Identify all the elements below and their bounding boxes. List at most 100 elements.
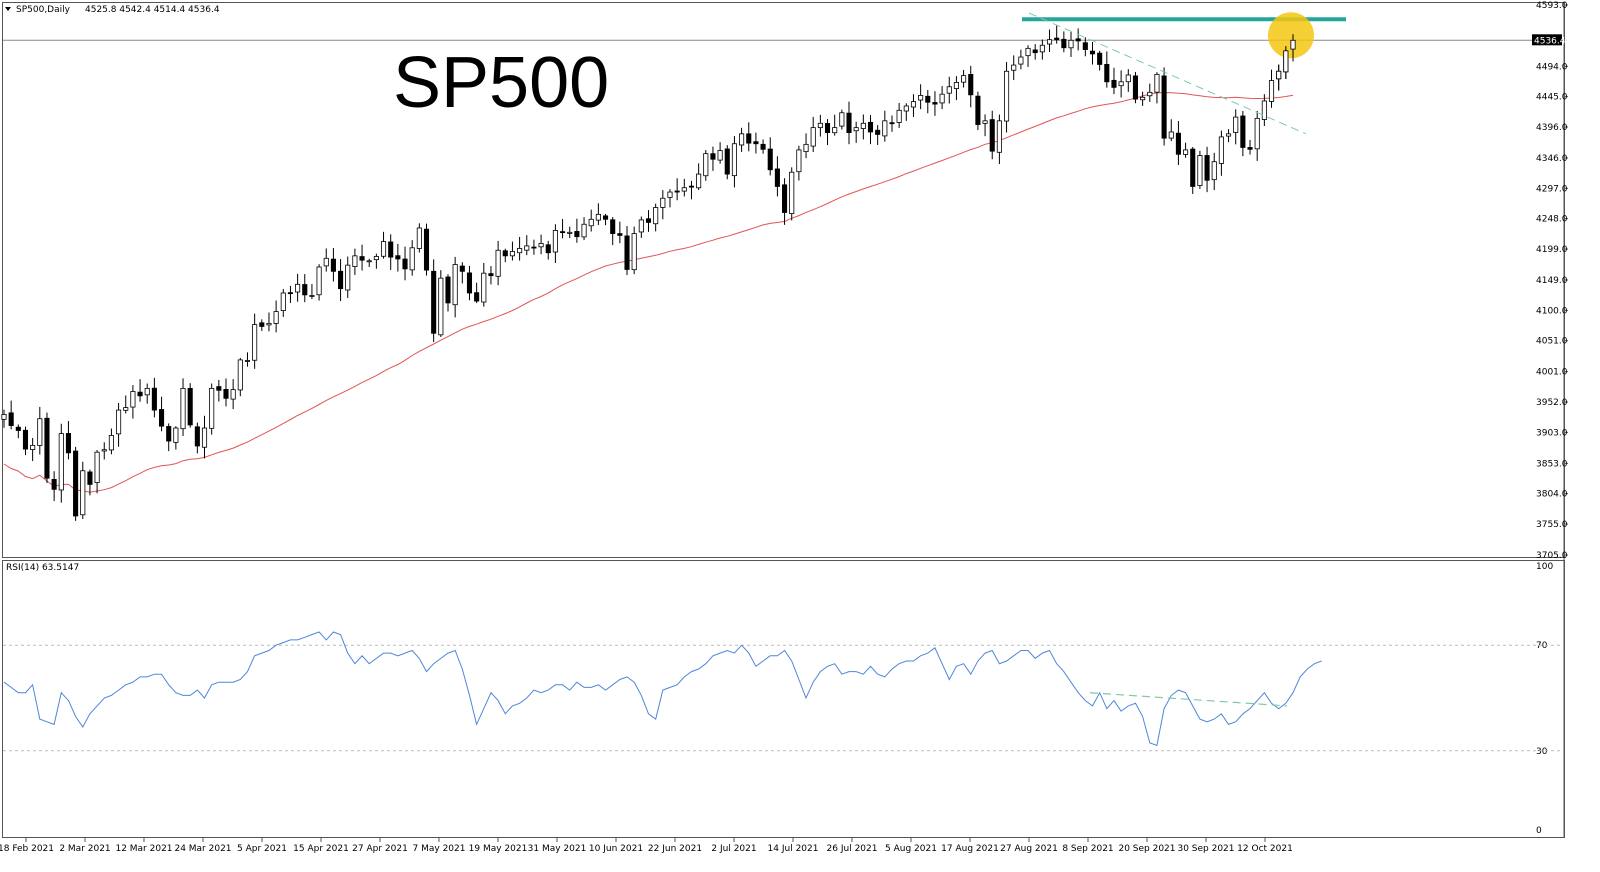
candle xyxy=(760,139,766,154)
candle xyxy=(1118,70,1124,98)
candle xyxy=(517,236,523,261)
candle xyxy=(158,396,165,432)
candle-body xyxy=(1233,116,1239,133)
candle xyxy=(373,253,379,269)
candle xyxy=(1039,39,1045,60)
candle xyxy=(774,156,780,197)
time-tick-label: 20 Sep 2021 xyxy=(1118,844,1175,854)
candle xyxy=(560,218,566,239)
candle-body xyxy=(1061,38,1067,49)
price-tick-label: 4199.0 xyxy=(1536,245,1568,255)
candle-body xyxy=(452,264,458,306)
time-tick-label: 12 Oct 2021 xyxy=(1237,844,1293,854)
candle xyxy=(946,76,952,104)
candle xyxy=(259,319,265,331)
trend-line xyxy=(1028,12,1307,135)
candle-body xyxy=(481,272,487,303)
candle-body xyxy=(280,292,286,311)
time-tick-label: 7 May 2021 xyxy=(413,844,466,854)
candle xyxy=(996,114,1002,165)
candle xyxy=(588,209,594,232)
candle-body xyxy=(1197,155,1203,186)
candle-body xyxy=(173,427,179,443)
time-tick-label: 19 May 2021 xyxy=(469,844,528,854)
candle xyxy=(1,409,7,428)
candle-body xyxy=(910,101,917,108)
candle-body xyxy=(953,82,959,89)
candle-body xyxy=(925,95,931,103)
candle-body xyxy=(158,409,165,427)
candle-body xyxy=(867,121,874,133)
candle xyxy=(961,69,967,88)
price-tick-label: 4396.0 xyxy=(1536,123,1568,133)
candle xyxy=(803,133,809,159)
candle-body xyxy=(509,251,515,257)
candle xyxy=(982,114,988,137)
candle xyxy=(15,424,21,439)
candle-body xyxy=(22,429,29,450)
time-tick-label: 17 Aug 2021 xyxy=(941,844,999,854)
price-tick-label: 4248.0 xyxy=(1536,215,1568,225)
candle-body xyxy=(1226,133,1232,137)
time-tick-label: 24 Mar 2021 xyxy=(174,844,231,854)
candle xyxy=(853,121,859,143)
time-tick-label: 2 Jul 2021 xyxy=(711,844,756,854)
candle-body xyxy=(123,407,129,411)
candle xyxy=(610,216,616,246)
candle xyxy=(1025,45,1031,67)
candle xyxy=(767,137,773,176)
chart-header: SP500,Daily 4525.8 4542.4 4514.4 4536.4 xyxy=(5,5,220,15)
drawn-objects xyxy=(1022,12,1346,135)
candle xyxy=(144,383,150,404)
time-axis: 18 Feb 2021 2 Mar 2021 12 Mar 2021 24 Mar 2… xyxy=(0,838,1293,854)
candle-body xyxy=(1089,50,1096,55)
candle xyxy=(1254,110,1260,161)
price-tick-label: 4297.0 xyxy=(1536,184,1568,194)
candle-body xyxy=(774,168,780,187)
candle xyxy=(73,446,79,521)
header-triangle-icon[interactable] xyxy=(5,7,11,11)
candle xyxy=(416,223,422,253)
candle xyxy=(431,259,437,342)
candle xyxy=(1018,49,1024,70)
candle-body xyxy=(438,277,444,336)
candle xyxy=(688,180,695,200)
candle-body xyxy=(30,444,36,450)
candle-body xyxy=(137,391,143,397)
ma-line xyxy=(3,92,1294,493)
candle xyxy=(287,285,293,303)
candle-body xyxy=(1204,155,1210,181)
candle-body xyxy=(903,105,909,112)
candle xyxy=(323,248,329,272)
candle-body xyxy=(201,427,208,448)
candle-body xyxy=(266,322,272,326)
candle-body xyxy=(789,171,795,214)
highlight-circle xyxy=(1268,12,1314,59)
candle-body xyxy=(674,190,680,193)
candle xyxy=(918,84,924,110)
candle xyxy=(1011,55,1017,81)
candle xyxy=(660,190,666,220)
candle-body xyxy=(352,255,358,267)
price-tick-label: 4593.0 xyxy=(1536,1,1568,11)
candle-body xyxy=(338,270,344,290)
candle-body xyxy=(1097,52,1103,65)
candle xyxy=(681,178,687,197)
candle-body xyxy=(846,112,852,133)
candle-body xyxy=(810,127,816,147)
candle xyxy=(187,383,193,428)
candle-body xyxy=(502,250,508,257)
candle-body xyxy=(746,133,752,144)
candle xyxy=(1154,72,1160,104)
candle xyxy=(1032,44,1038,60)
candle-body xyxy=(1,414,7,420)
candle-body xyxy=(982,120,988,124)
candle-body xyxy=(574,231,580,238)
candle-body xyxy=(8,412,14,426)
candle xyxy=(782,178,788,225)
candle xyxy=(925,90,931,114)
candle xyxy=(266,312,272,332)
candle xyxy=(953,76,959,101)
candle-body xyxy=(1004,70,1010,122)
candle-body xyxy=(1240,115,1246,148)
